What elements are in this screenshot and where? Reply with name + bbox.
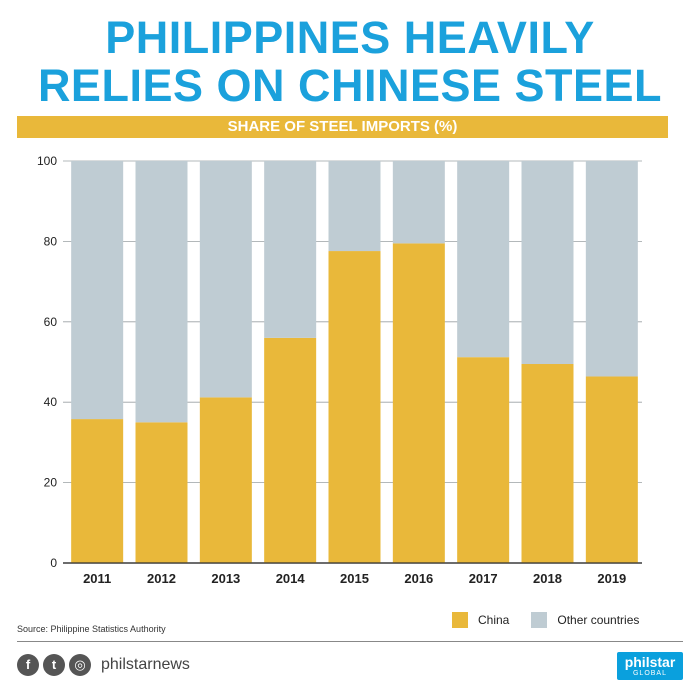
bar-china-2018: [521, 364, 574, 563]
x-tick-label-2018: 2018: [533, 571, 562, 586]
bar-china-2016: [392, 243, 445, 563]
y-tick-label-20: 20: [44, 476, 58, 490]
title-line-1: PHILIPPINES HEAVILY: [105, 12, 595, 63]
philstar-logo: philstar GLOBAL: [617, 652, 683, 680]
bar-other-2017: [457, 161, 510, 358]
legend-item-china: China: [452, 612, 509, 628]
bar-china-2012: [135, 422, 188, 563]
source-note: Source: Philippine Statistics Authority: [17, 624, 166, 634]
twitter-icon[interactable]: t: [43, 654, 65, 676]
x-tick-label-2017: 2017: [469, 571, 498, 586]
x-tick-label-2014: 2014: [276, 571, 306, 586]
y-tick-label-80: 80: [44, 234, 58, 248]
x-tick-label-2011: 2011: [83, 571, 111, 586]
bar-china-2017: [457, 357, 510, 563]
x-tick-label-2012: 2012: [147, 571, 176, 586]
chart-title: PHILIPPINES HEAVILY RELIES ON CHINESE ST…: [0, 14, 700, 110]
bar-other-2018: [521, 161, 574, 365]
bar-other-2019: [585, 161, 638, 377]
x-tick-label-2013: 2013: [211, 571, 240, 586]
footer-social: f t ◎ philstarnews: [17, 654, 190, 676]
facebook-icon[interactable]: f: [17, 654, 39, 676]
bar-china-2011: [71, 419, 124, 563]
bar-other-2015: [328, 161, 381, 252]
chart-legend: China Other countries: [452, 612, 661, 628]
chart-subtitle: SHARE OF STEEL IMPORTS (%): [17, 116, 668, 138]
bar-china-2015: [328, 251, 381, 563]
logo-main-text: philstar: [624, 654, 676, 670]
logo-sub-text: GLOBAL: [632, 670, 667, 677]
title-line-2: RELIES ON CHINESE STEEL: [37, 60, 663, 111]
x-tick-label-2015: 2015: [340, 571, 369, 586]
bar-other-2014: [264, 161, 317, 338]
legend-swatch-other: [531, 612, 548, 628]
x-tick-label-2016: 2016: [404, 571, 433, 586]
bar-other-2013: [199, 161, 252, 398]
y-tick-label-100: 100: [37, 154, 57, 168]
bar-china-2014: [264, 337, 317, 563]
x-tick-label-2019: 2019: [597, 571, 626, 586]
legend-swatch-china: [452, 612, 468, 628]
y-tick-label-40: 40: [44, 395, 58, 409]
social-handle[interactable]: philstarnews: [101, 656, 190, 673]
bar-china-2019: [585, 376, 638, 563]
legend-label-other: Other countries: [557, 613, 640, 627]
y-tick-label-0: 0: [50, 556, 57, 570]
bar-other-2012: [135, 161, 188, 423]
y-tick-label-60: 60: [44, 315, 58, 329]
legend-item-other: Other countries: [531, 612, 639, 628]
bar-other-2011: [71, 161, 124, 420]
legend-label-china: China: [478, 613, 510, 627]
bar-china-2013: [199, 397, 252, 563]
footer-divider: [17, 641, 683, 642]
bar-other-2016: [392, 161, 445, 244]
instagram-icon[interactable]: ◎: [69, 654, 91, 676]
